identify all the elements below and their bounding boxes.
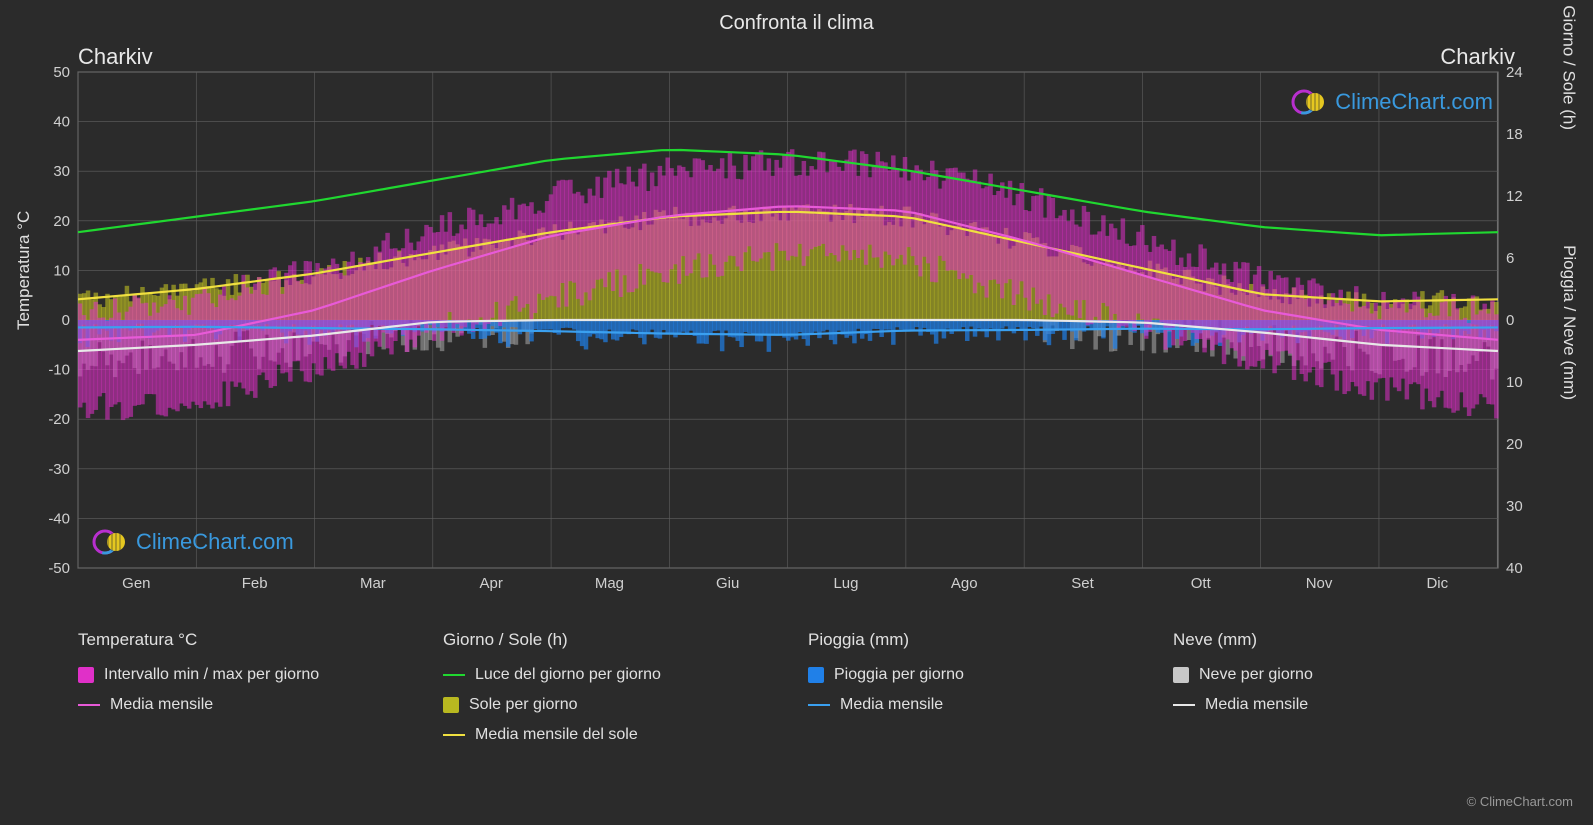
chart-area: -50-40-30-20-100102030405006121824102030… (78, 72, 1498, 592)
footer-copyright: © ClimeChart.com (1467, 794, 1573, 809)
legend-swatch (1173, 704, 1195, 707)
svg-text:40: 40 (1506, 560, 1523, 577)
legend-swatch (1173, 667, 1189, 683)
legend-group-title: Temperatura °C (78, 630, 403, 650)
legend-item: Pioggia per giorno (808, 666, 1133, 684)
svg-text:30: 30 (1506, 498, 1523, 515)
legend-label: Media mensile (110, 696, 213, 714)
legend-swatch (443, 734, 465, 737)
svg-text:24: 24 (1506, 64, 1523, 81)
svg-text:10: 10 (1506, 374, 1523, 391)
legend-label: Luce del giorno per giorno (475, 666, 661, 684)
legend: Temperatura °C Intervallo min / max per g… (78, 630, 1498, 756)
svg-text:Gen: Gen (122, 575, 150, 592)
svg-text:-20: -20 (48, 411, 70, 428)
y-axis-left-label: Temperatura °C (14, 211, 34, 330)
svg-text:30: 30 (53, 163, 70, 180)
legend-item: Sole per giorno (443, 696, 768, 714)
legend-item: Luce del giorno per giorno (443, 666, 768, 684)
legend-label: Intervallo min / max per giorno (104, 666, 319, 684)
svg-text:Nov: Nov (1306, 575, 1333, 592)
svg-text:Set: Set (1071, 575, 1094, 592)
svg-text:-10: -10 (48, 362, 70, 379)
y-axis-right-top-label: Giorno / Sole (h) (1559, 5, 1579, 130)
legend-group-title: Pioggia (mm) (808, 630, 1133, 650)
legend-item: Media mensile (808, 696, 1133, 714)
svg-text:12: 12 (1506, 188, 1523, 205)
svg-text:18: 18 (1506, 126, 1523, 143)
legend-swatch (443, 697, 459, 713)
climate-chart-svg: -50-40-30-20-100102030405006121824102030… (78, 72, 1498, 592)
svg-text:20: 20 (53, 213, 70, 230)
svg-text:Mar: Mar (360, 575, 386, 592)
svg-text:0: 0 (1506, 312, 1514, 329)
legend-label: Pioggia per giorno (834, 666, 964, 684)
legend-item: Neve per giorno (1173, 666, 1498, 684)
legend-swatch (443, 674, 465, 677)
legend-swatch (808, 704, 830, 707)
svg-text:Dic: Dic (1426, 575, 1448, 592)
y-axis-right-bottom-label: Pioggia / Neve (mm) (1559, 245, 1579, 400)
svg-text:40: 40 (53, 114, 70, 131)
city-label-left: Charkiv (78, 44, 153, 70)
legend-item: Media mensile (78, 696, 403, 714)
legend-swatch (808, 667, 824, 683)
svg-text:-40: -40 (48, 510, 70, 527)
svg-text:Apr: Apr (479, 575, 502, 592)
legend-group: Pioggia (mm) Pioggia per giorno Media mens… (808, 630, 1133, 756)
svg-text:-30: -30 (48, 461, 70, 478)
watermark-icon (1291, 84, 1327, 120)
legend-group: Neve (mm) Neve per giorno Media mensile (1173, 630, 1498, 756)
legend-label: Sole per giorno (469, 696, 578, 714)
svg-text:Lug: Lug (833, 575, 858, 592)
watermark-text: ClimeChart.com (136, 529, 294, 555)
svg-text:Ago: Ago (951, 575, 978, 592)
legend-group: Giorno / Sole (h) Luce del giorno per gio… (443, 630, 768, 756)
watermark-text: ClimeChart.com (1335, 89, 1493, 115)
svg-text:0: 0 (62, 312, 70, 329)
watermark-bottom: ClimeChart.com (92, 524, 294, 560)
legend-item: Intervallo min / max per giorno (78, 666, 403, 684)
watermark-top: ClimeChart.com (1291, 84, 1493, 120)
svg-text:Mag: Mag (595, 575, 624, 592)
legend-swatch (78, 667, 94, 683)
svg-text:10: 10 (53, 262, 70, 279)
legend-label: Media mensile (1205, 696, 1308, 714)
legend-swatch (78, 704, 100, 707)
legend-group-title: Neve (mm) (1173, 630, 1498, 650)
svg-text:Feb: Feb (242, 575, 268, 592)
legend-item: Media mensile del sole (443, 726, 768, 744)
legend-group-title: Giorno / Sole (h) (443, 630, 768, 650)
svg-text:50: 50 (53, 64, 70, 81)
watermark-icon (92, 524, 128, 560)
legend-label: Media mensile del sole (475, 726, 638, 744)
legend-group: Temperatura °C Intervallo min / max per g… (78, 630, 403, 756)
svg-text:-50: -50 (48, 560, 70, 577)
svg-text:20: 20 (1506, 436, 1523, 453)
city-label-right: Charkiv (1440, 44, 1515, 70)
svg-text:Ott: Ott (1191, 575, 1212, 592)
svg-text:6: 6 (1506, 250, 1514, 267)
legend-label: Media mensile (840, 696, 943, 714)
legend-label: Neve per giorno (1199, 666, 1313, 684)
svg-text:Giu: Giu (716, 575, 739, 592)
legend-item: Media mensile (1173, 696, 1498, 714)
chart-title: Confronta il clima (0, 0, 1593, 35)
